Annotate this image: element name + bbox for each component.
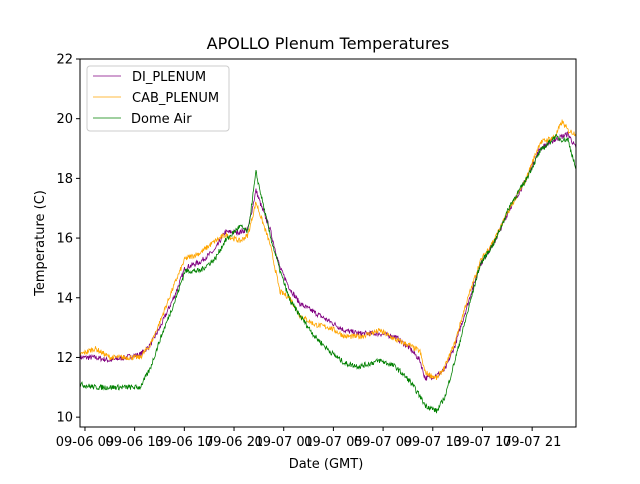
legend: DI_PLENUM CAB_PLENUM Dome Air (86, 65, 230, 132)
series-line-cab-plenum (80, 119, 576, 381)
chart-title: APOLLO Plenum Temperatures (207, 34, 450, 53)
y-tick-label: 22 (56, 53, 73, 68)
y-tick-label: 18 (56, 172, 73, 187)
x-tick-label: 09-07 01 (254, 435, 312, 450)
legend-label-di-plenum: DI_PLENUM (132, 70, 206, 85)
series-line-dome-air (80, 134, 576, 414)
x-tick-label: 09-06 13 (105, 435, 163, 450)
x-tick-label: 09-06 09 (56, 435, 114, 450)
x-axis-label: Date (GMT) (289, 457, 364, 472)
plot-frame (79, 58, 577, 428)
legend-label-cab-plenum: CAB_PLENUM (132, 91, 219, 106)
series-lines (80, 119, 576, 414)
x-tick-label: 09-07 17 (453, 435, 511, 450)
y-tick-label: 14 (56, 291, 73, 306)
y-tick-label: 10 (56, 411, 73, 426)
x-tick-label: 09-07 13 (404, 435, 462, 450)
x-tick-label: 09-06 21 (205, 435, 263, 450)
legend-box (86, 65, 230, 132)
x-tick-label: 09-07 09 (354, 435, 412, 450)
y-axis-label: Temperature (C) (33, 190, 48, 297)
legend-label-dome-air: Dome Air (131, 112, 192, 127)
y-tick-label: 12 (56, 351, 73, 366)
y-tick-label: 20 (56, 112, 73, 127)
y-tick-label: 16 (56, 232, 73, 247)
x-tick-label: 09-06 17 (155, 435, 213, 450)
x-tick-label: 09-07 05 (304, 435, 362, 450)
x-tick-label: 09-07 21 (503, 435, 561, 450)
